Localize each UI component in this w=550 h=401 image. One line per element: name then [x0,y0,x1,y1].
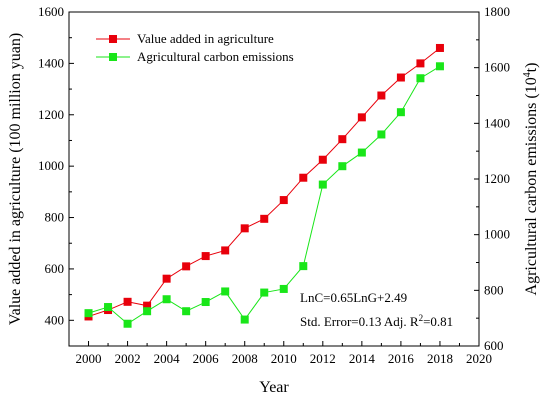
y-right-tick-label: 1600 [484,60,510,75]
y-axis-right-title: Agricultural carbon emissions (104t) [522,63,540,296]
data-point-carbon-emissions [104,303,113,312]
x-tick-label: 2000 [76,351,102,366]
data-point-carbon-emissions [435,62,444,71]
y-right-tick-label: 1400 [484,115,510,130]
axis-tick-labels: 2000 2002 2004 2006 2008 2010 2012 2014 2016 2018… [38,4,510,366]
y-left-tick-label: 1200 [38,107,64,122]
regression-stats-main: Std. Error=0.13 Adj. R [300,314,419,329]
series-layer [84,43,444,328]
y-right-tick-label: 1200 [484,171,510,186]
data-point-carbon-emissions [299,262,308,271]
y-axis-right-title-main: Agricultural carbon emissions (10 [523,77,540,295]
regression-stats-end: =0.81 [423,314,453,329]
x-tick-label: 2016 [388,351,415,366]
legend-marker-carbon [109,53,117,61]
y-left-tick-label: 800 [45,210,65,225]
y-right-tick-label: 1000 [484,227,510,242]
series-line-carbon-emissions [88,65,441,325]
data-point-value-added [318,155,327,164]
y-left-tick-label: 1600 [38,4,64,19]
data-point-carbon-emissions [338,162,347,171]
y-right-tick-label: 800 [484,282,504,297]
regression-stats: Std. Error=0.13 Adj. R2=0.81 [300,313,453,329]
legend-label-carbon: Agricultural carbon emissions [137,49,294,64]
regression-stats-sup: 2 [419,313,424,323]
x-tick-label: 2018 [427,351,453,366]
axis-ticks [69,11,480,347]
y-right-tick-label: 1800 [484,4,510,19]
data-point-value-added [357,113,366,122]
y-left-tick-label: 600 [45,261,65,276]
data-point-carbon-emissions [162,295,171,304]
y-left-tick-label: 1400 [38,55,64,70]
x-tick-label: 2004 [154,351,181,366]
y-axis-right-title-sup: 4 [522,72,533,77]
data-point-value-added [435,43,444,52]
data-point-carbon-emissions [123,319,132,328]
y-axis-right-title-end: t) [523,63,540,73]
data-point-value-added [396,73,405,82]
data-point-carbon-emissions [143,307,152,316]
series-line-value-added [88,47,441,317]
x-tick-label: 2006 [193,351,220,366]
regression-equation: LnC=0.65LnG+2.49 [300,290,407,305]
data-point-value-added [299,173,308,182]
data-point-value-added [377,91,386,100]
data-point-carbon-emissions [377,130,386,139]
data-point-carbon-emissions [318,180,327,189]
data-point-carbon-emissions [279,284,288,293]
legend: Value added in agriculture Agricultural … [96,31,294,64]
legend-marker-value-added [109,35,117,43]
data-point-value-added [416,59,425,68]
data-point-carbon-emissions [240,315,249,324]
y-left-tick-label: 1000 [38,158,64,173]
data-point-value-added [123,297,132,306]
x-tick-label: 2010 [271,351,297,366]
data-point-value-added [221,246,230,255]
x-tick-label: 2012 [310,351,336,366]
data-point-value-added [182,262,191,271]
data-point-value-added [279,196,288,205]
data-point-value-added [240,224,249,233]
data-point-value-added [260,214,269,223]
y-right-tick-label: 600 [484,338,504,353]
data-point-value-added [143,301,152,310]
data-point-value-added [201,252,210,261]
data-point-value-added [338,135,347,144]
data-point-carbon-emissions [357,148,366,157]
data-point-carbon-emissions [416,74,425,83]
x-tick-label: 2002 [115,351,141,366]
y-left-tick-label: 400 [45,312,65,327]
data-point-carbon-emissions [201,298,210,307]
x-tick-label: 2008 [232,351,258,366]
data-point-carbon-emissions [260,288,269,297]
x-axis-title: Year [259,379,289,396]
x-tick-label: 2020 [466,351,492,366]
y-axis-left-title: Value added in agriculture (100 million … [7,33,24,325]
data-point-carbon-emissions [396,108,405,117]
data-point-carbon-emissions [182,307,191,316]
data-point-value-added [162,274,171,283]
legend-label-value-added: Value added in agriculture [137,31,274,46]
data-point-carbon-emissions [84,309,93,318]
x-tick-label: 2014 [349,351,376,366]
data-point-carbon-emissions [221,287,230,296]
